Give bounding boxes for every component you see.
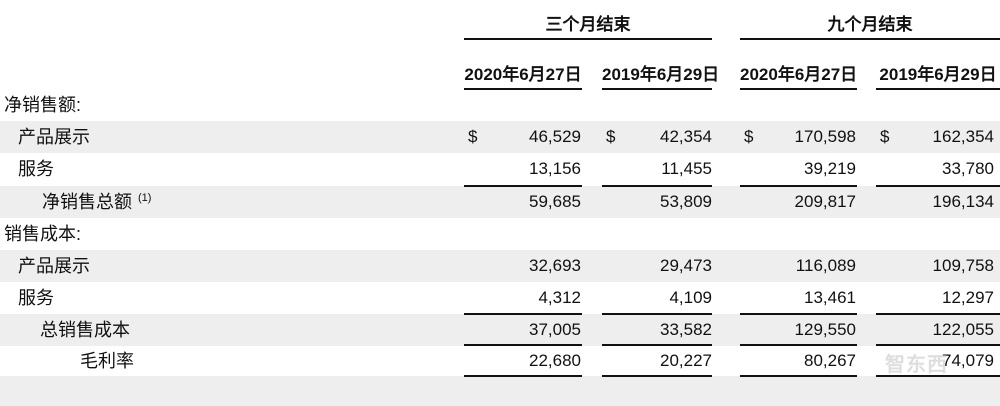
cell: 29,473 [660,256,712,275]
header-nine-months: 九个月结束 [740,12,1000,40]
cell: $162,354 [876,121,994,153]
date-header-1: 2020年6月27日 [464,62,582,90]
row-label: 总销售成本 [40,320,130,340]
date-header-4: 2019年6月29日 [876,62,1000,90]
row-label: 毛利率 [80,351,134,371]
table-row-total: 总销售成本 37,005 33,582 129,550 122,055 [0,314,1000,346]
cell: 122,055 [932,320,994,339]
cell: 116,089 [795,256,856,275]
row-label: 产品展示 [18,256,90,276]
cell: 33,780 [942,159,994,178]
subtotal-rule [464,185,582,187]
subtotal-rule [602,185,712,187]
cell: $170,598 [740,121,856,153]
cell: 20,227 [660,351,712,370]
subtotal-rule [876,313,1000,315]
cell: 37,005 [529,320,581,339]
currency-symbol: $ [880,127,890,146]
cell: 22,680 [529,351,581,370]
cell: 4,312 [538,288,581,307]
date-header-2: 2019年6月29日 [602,62,719,90]
cell: 129,550 [794,320,856,339]
cell: 109,758 [932,256,994,275]
date-header-3: 2020年6月27日 [740,62,857,90]
table-footer-band [0,376,1000,406]
subtotal-rule [464,344,582,346]
cell: 39,219 [804,159,856,178]
table-row: 产品展示 32,693 29,473 116,089 109,758 [0,250,1000,282]
cell: 196,134 [932,192,994,211]
subtotal-rule [740,344,857,346]
cell: 80,267 [804,351,856,370]
subtotal-rule [740,313,857,315]
subtotal-rule [464,313,582,315]
table-row: 产品展示 $46,529 $42,354 $170,598 $162,354 [0,121,1000,153]
cell: 13,156 [529,159,581,178]
subtotal-rule [876,344,1000,346]
row-label: 服务 [18,288,54,308]
currency-symbol: $ [744,127,754,146]
table-row-gross-margin: 毛利率 22,680 20,227 80,267 74,079 [0,345,1000,377]
total-rule [876,375,1000,377]
table-row: 服务 4,312 4,109 13,461 12,297 [0,282,1000,314]
section-label: 销售成本: [4,224,82,244]
section-label: 净销售额: [4,95,82,115]
table-row: 服务 13,156 11,455 39,219 33,780 [0,153,1000,185]
cell: 12,297 [942,288,994,307]
cell: 4,109 [669,288,712,307]
row-label: 服务 [18,159,54,179]
cell: $46,529 [464,121,581,153]
cell: 59,685 [529,192,581,211]
total-rule [740,375,857,377]
row-label: 产品展示 [18,127,90,147]
total-rule [464,375,582,377]
currency-symbol: $ [606,127,616,146]
total-rule [602,375,712,377]
section-net-sales: 净销售额: [0,89,1000,121]
cell: 33,582 [660,320,712,339]
cell: 53,809 [660,192,712,211]
currency-symbol: $ [468,127,478,146]
cell: 74,079 [942,351,994,370]
subtotal-rule [740,185,857,187]
subtotal-rule [876,185,1000,187]
section-cost-of-sales: 销售成本: [0,218,1000,250]
table-row-total: 净销售总额 (1) 59,685 53,809 209,817 196,134 [0,186,1000,218]
header-three-months: 三个月结束 [464,12,712,40]
cell: 209,817 [794,192,856,211]
cell: 11,455 [661,159,712,178]
footnote-marker: (1) [138,192,152,204]
cell: $42,354 [602,121,712,153]
cell: 32,693 [529,256,581,275]
row-label: 净销售总额 (1) [42,192,152,212]
cell: 13,461 [804,288,856,307]
subtotal-rule [602,313,712,315]
watermark-logo: 智东西 [885,354,948,376]
subtotal-rule [602,344,712,346]
